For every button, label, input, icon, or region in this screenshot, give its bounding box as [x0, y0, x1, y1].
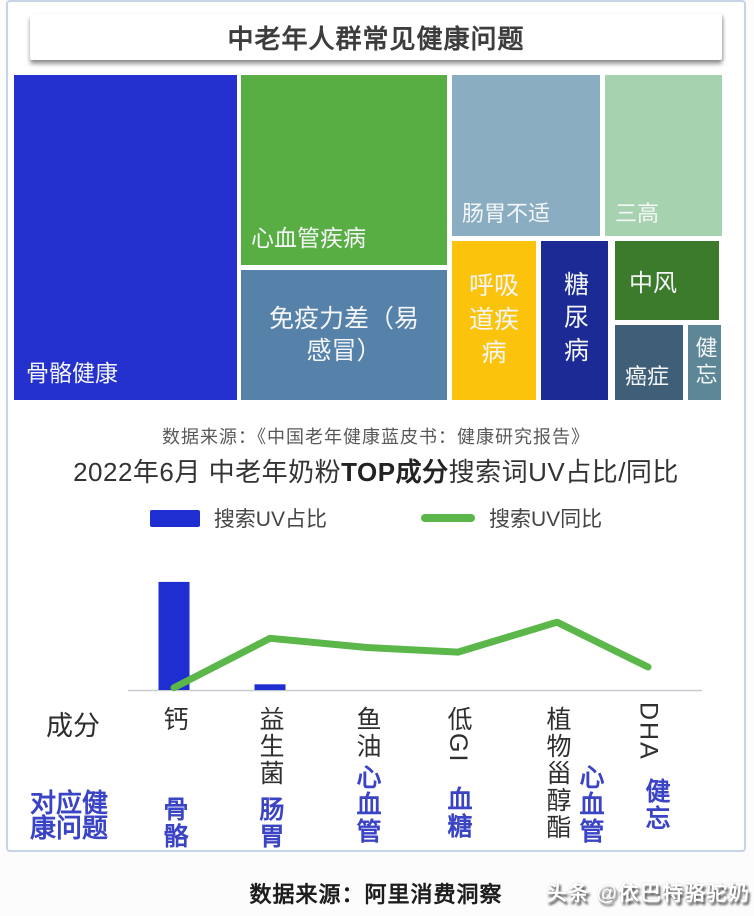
treemap-cell-cancer: 癌症 — [615, 325, 683, 400]
treemap-cell-three-highs: 三高 — [605, 75, 722, 236]
chart-legend: 搜索UV占比 搜索UV同比 — [6, 503, 746, 533]
treemap-cell-label: 糖尿病 — [560, 271, 589, 370]
ingredient-label-calcium: 钙 — [160, 706, 188, 733]
ingredient-label-phytosterol-ester: 植物甾醇酯 — [543, 706, 571, 841]
legend-line-swatch — [421, 514, 475, 522]
health-problems-treemap: 骨骼健康 心血管疾病 免疫力差（易感冒） 肠胃不适 三高 呼吸道疾病 糖尿病 中… — [14, 75, 722, 400]
health-problem-row-header: 对应健康问题 — [30, 788, 109, 843]
chart-title-bold: TOP成分 — [341, 457, 449, 487]
chart-title-prefix: 2022年6月 中老年奶粉 — [73, 457, 342, 487]
treemap-cell-label: 心血管疾病 — [251, 225, 366, 251]
treemap-cell-stroke: 中风 — [615, 241, 719, 320]
treemap-cell-label: 健忘 — [692, 335, 718, 390]
treemap-cell-label: 癌症 — [625, 364, 670, 389]
ingredient-row-header: 成分 — [46, 711, 100, 741]
ingredient-label-probiotics: 益生菌 — [256, 706, 284, 787]
ingredient-label-low-gi: 低GI — [444, 706, 472, 764]
uv-yoy-line — [170, 618, 652, 692]
treemap-cell-label: 呼吸道疾病 — [468, 271, 519, 368]
treemap-cell-weak-immunity: 免疫力差（易感冒） — [241, 270, 447, 400]
ingredient-label-fish-oil: 鱼油 — [353, 706, 381, 760]
treemap-cell-diabetes: 糖尿病 — [541, 241, 608, 400]
treemap-cell-label: 中风 — [629, 270, 677, 297]
toutiao-watermark: 头条 @依巴特骆驼奶 — [545, 882, 750, 905]
problem-label-bones: 骨骼 — [160, 796, 188, 850]
treemap-cell-label: 三高 — [615, 201, 660, 226]
treemap-cell-cardiovascular: 心血管疾病 — [241, 75, 447, 265]
legend-line-label: 搜索UV同比 — [489, 508, 603, 531]
treemap-cell-label: 骨骼健康 — [26, 360, 118, 386]
treemap-title: 中老年人群常见健康问题 — [227, 23, 525, 54]
treemap-cell-bone-health: 骨骼健康 — [14, 75, 237, 400]
problem-label-gastrointestinal: 肠胃 — [256, 796, 284, 850]
footer-data-source: 数据来源：阿里消费洞察 — [249, 882, 503, 907]
ingredient-label-dha: DHA — [634, 702, 663, 761]
problem-label-blood-sugar: 血糖 — [444, 786, 472, 840]
legend-bar-swatch — [149, 509, 200, 527]
problem-label-cardiovascular-1: 心血管 — [353, 764, 381, 845]
legend-bar-label: 搜索UV占比 — [213, 508, 327, 531]
problem-label-cardiovascular-2: 心血管 — [576, 764, 604, 845]
uv-share-bar — [254, 684, 286, 691]
treemap-title-bar: 中老年人群常见健康问题 — [30, 14, 722, 60]
treemap-cell-forgetfulness: 健忘 — [688, 325, 721, 400]
chart-title-suffix: 搜索词UV占比/同比 — [448, 457, 679, 487]
treemap-cell-label: 肠胃不适 — [462, 201, 551, 226]
treemap-cell-label: 免疫力差（易感冒） — [268, 304, 419, 366]
problem-label-forgetfulness: 健忘 — [642, 778, 670, 832]
treemap-cell-respiratory: 呼吸道疾病 — [452, 241, 536, 400]
uv-share-bar — [158, 581, 190, 690]
uv-combo-chart — [128, 581, 702, 692]
treemap-data-source: 数据来源：《中国老年健康蓝皮书：健康研究报告》 — [162, 427, 590, 447]
treemap-cell-gastrointestinal: 肠胃不适 — [452, 75, 600, 236]
chart-title: 2022年6月 中老年奶粉TOP成分搜索词UV占比/同比 — [6, 452, 746, 489]
